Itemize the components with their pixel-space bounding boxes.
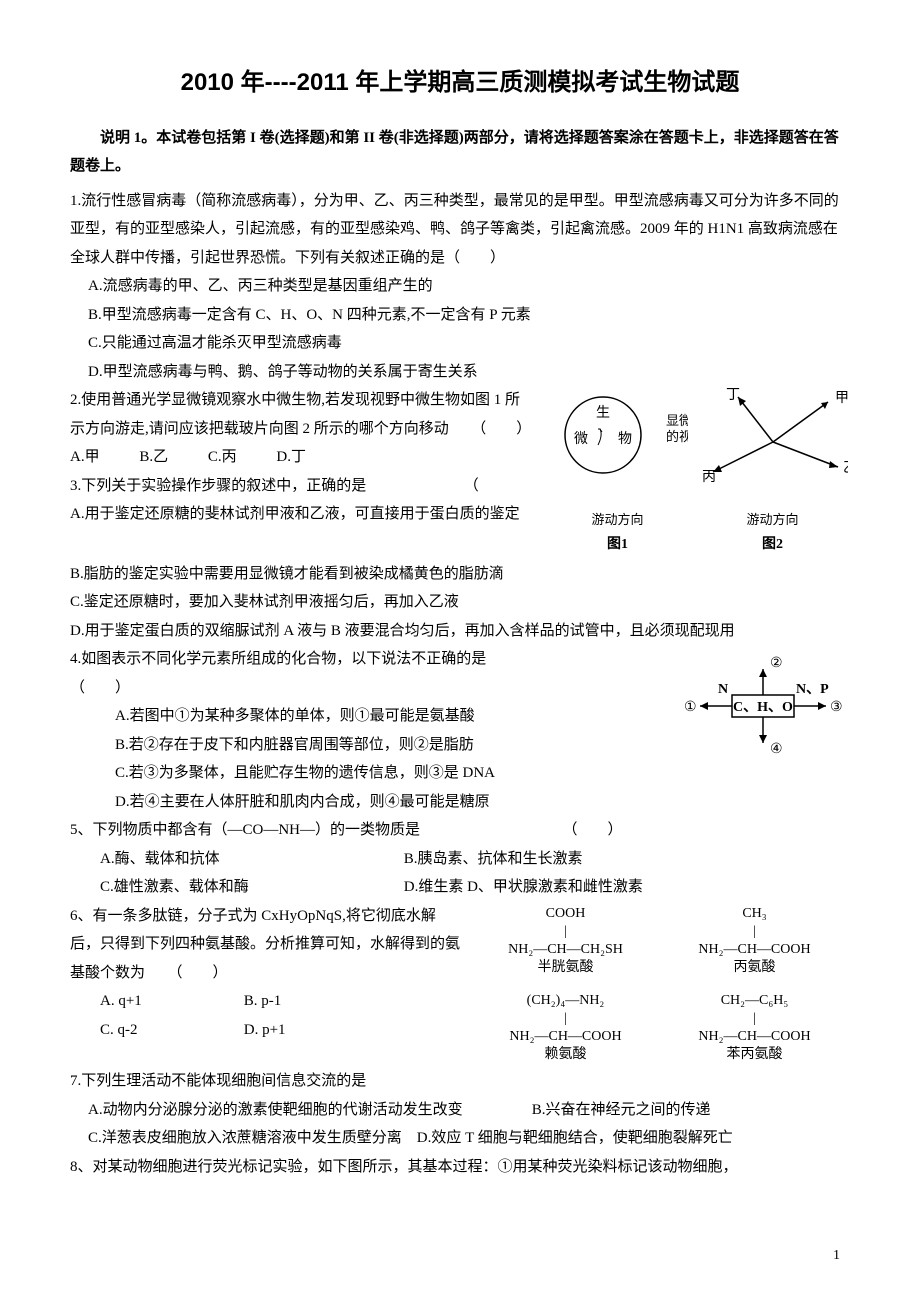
svg-text:物: 物 xyxy=(618,431,632,447)
q3: 3.下列关于实验操作步骤的叙述中，正确的是 （ A.用于鉴定还原糖的斐林试剂甲液… xyxy=(70,472,530,529)
q2: 2.使用普通光学显微镜观察水中微生物,若发现视野中微生物如图 1 所示方向游走,… xyxy=(70,386,530,472)
q1-optA: A.流感病毒的甲、乙、丙三种类型是基因重组产生的 xyxy=(70,272,850,301)
svg-text:生: 生 xyxy=(596,405,610,421)
q6: 6、有一条多肽链，分子式为 CxHyOpNqS,将它彻底水解后，只得到下列四种氨… xyxy=(70,902,460,1045)
svg-text:丙: 丙 xyxy=(702,470,716,485)
q7-optD: D.效应 T 细胞与靶细胞结合，使靶细胞裂解死亡 xyxy=(417,1130,733,1146)
page-title: 2010 年----2011 年上学期高三质测模拟考试生物试题 xyxy=(70,60,850,106)
svg-text:①: ① xyxy=(684,700,697,715)
q4-optD: D.若④主要在人体肝脏和肌肉内合成，则④最可能是糖原 xyxy=(70,788,850,817)
q6-stem: 6、有一条多肽链，分子式为 CxHyOpNqS,将它彻底水解后，只得到下列四种氨… xyxy=(70,902,460,988)
svg-text:丁: 丁 xyxy=(726,388,740,403)
q3-optA: A.用于鉴定还原糖的斐林试剂甲液和乙液，可直接用于蛋白质的鉴定 xyxy=(70,500,530,529)
q2-stem: 2.使用普通光学显微镜观察水中微生物,若发现视野中微生物如图 1 所示方向游走,… xyxy=(70,386,530,443)
q1-optD: D.甲型流感病毒与鸭、鹅、鸽子等动物的关系属于寄生关系 xyxy=(70,358,850,387)
svg-text:②: ② xyxy=(770,656,783,671)
svg-text:甲: 甲 xyxy=(835,391,848,406)
q1: 1.流行性感冒病毒（简称流感病毒），分为甲、乙、丙三种类型，最常见的是甲型。甲型… xyxy=(70,187,850,387)
q3-optB: B.脂肪的鉴定实验中需要用显微镜才能看到被染成橘黄色的脂肪滴 xyxy=(70,560,850,589)
svg-text:C、H、O: C、H、O xyxy=(733,700,793,715)
q2-optA: A.甲 xyxy=(70,443,100,472)
q1-optC: C.只能通过高温才能杀灭甲型流感病毒 xyxy=(70,329,850,358)
q5-optC: C.雄性激素、载体和酶 xyxy=(100,873,400,902)
q4-diagram: C、H、O N ① ② N、P ③ ④ xyxy=(670,651,850,772)
q2-optD: D.丁 xyxy=(276,443,306,472)
q5-optA: A.酶、载体和抗体 xyxy=(100,845,400,874)
q6-optD: D. p+1 xyxy=(244,1022,286,1038)
q2-optC: C.丙 xyxy=(208,443,237,472)
q6-optB: B. p-1 xyxy=(244,993,282,1009)
q5-optD: D.维生素 D、甲状腺激素和雌性激素 xyxy=(404,879,643,895)
page-number: 1 xyxy=(833,1243,840,1270)
svg-text:③: ③ xyxy=(830,700,843,715)
q1-stem: 1.流行性感冒病毒（简称流感病毒），分为甲、乙、丙三种类型，最常见的是甲型。甲型… xyxy=(70,187,850,273)
svg-text:N、P: N、P xyxy=(796,682,829,697)
svg-text:④: ④ xyxy=(770,742,783,757)
q3-stem: 3.下列关于实验操作步骤的叙述中，正确的是 （ xyxy=(70,472,530,501)
q2-figures: 生 微 物 显微镜的视野 游动方向 图1 甲 乙 丙 xyxy=(540,386,850,560)
q8: 8、对某动物细胞进行荧光标记实验，如下图所示，其基本过程：①用某种荧光染料标记该… xyxy=(70,1153,850,1182)
q7-optC: C.洋葱表皮细胞放入浓蔗糖溶液中发生质壁分离 xyxy=(88,1124,402,1153)
q7: 7.下列生理活动不能体现细胞间信息交流的是 A.动物内分泌腺分泌的激素使靶细胞的… xyxy=(70,1067,850,1153)
q6-amino-acids: COOH | NH₂—CH—CH₂SH 半胱氨酸 CH₃ | NH₂—CH—CO… xyxy=(470,902,850,1068)
q6-optA: A. q+1 xyxy=(100,987,240,1016)
fig2-svg: 甲 乙 丙 丁 xyxy=(698,387,848,497)
svg-text:乙: 乙 xyxy=(843,460,848,476)
q5-stem: 5、下列物质中都含有（—CO—NH—）的一类物质是 （ ） xyxy=(70,816,850,845)
q3-optD: D.用于鉴定蛋白质的双缩脲试剂 A 液与 B 液要混合均匀后，再加入含样品的试管… xyxy=(70,617,850,646)
q3b: B.脂肪的鉴定实验中需要用显微镜才能看到被染成橘黄色的脂肪滴 C.鉴定还原糖时，… xyxy=(70,560,850,646)
q5: 5、下列物质中都含有（—CO—NH—）的一类物质是 （ ） A.酶、载体和抗体 … xyxy=(70,816,850,902)
q7-optA: A.动物内分泌腺分泌的激素使靶细胞的代谢活动发生改变 xyxy=(88,1096,528,1125)
fig1-cap: 图1 xyxy=(541,532,694,559)
svg-text:微: 微 xyxy=(574,431,588,447)
q6-optC: C. q-2 xyxy=(100,1016,240,1045)
instructions: 说明 1。本试卷包括第 I 卷(选择题)和第 II 卷(非选择题)两部分，请将选… xyxy=(70,124,850,181)
q7-optB: B.兴奋在神经元之间的传递 xyxy=(532,1102,711,1118)
svg-text:显微镜的视野: 显微镜的视野 xyxy=(666,413,688,444)
q7-stem: 7.下列生理活动不能体现细胞间信息交流的是 xyxy=(70,1067,850,1096)
q1-optB: B.甲型流感病毒一定含有 C、H、O、N 四种元素,不一定含有 P 元素 xyxy=(70,301,850,330)
q8-stem: 8、对某动物细胞进行荧光标记实验，如下图所示，其基本过程：①用某种荧光染料标记该… xyxy=(70,1153,850,1182)
fig2-cap: 图2 xyxy=(696,532,849,559)
q5-optB: B.胰岛素、抗体和生长激素 xyxy=(404,851,583,867)
fig2-sub: 游动方向 xyxy=(696,508,849,533)
svg-text:N: N xyxy=(718,682,728,697)
q3-optC: C.鉴定还原糖时，要加入斐林试剂甲液摇匀后，再加入乙液 xyxy=(70,588,850,617)
fig1-sub: 游动方向 xyxy=(541,508,694,533)
fig1-svg: 生 微 物 显微镜的视野 xyxy=(548,387,688,497)
q2-optB: B.乙 xyxy=(139,443,168,472)
